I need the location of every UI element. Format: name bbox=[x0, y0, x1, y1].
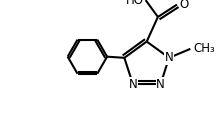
Text: CH₃: CH₃ bbox=[193, 42, 215, 55]
Text: O: O bbox=[180, 0, 189, 11]
Text: N: N bbox=[156, 78, 165, 91]
Text: N: N bbox=[129, 78, 137, 91]
Text: HO: HO bbox=[126, 0, 144, 7]
Text: N: N bbox=[165, 51, 173, 64]
